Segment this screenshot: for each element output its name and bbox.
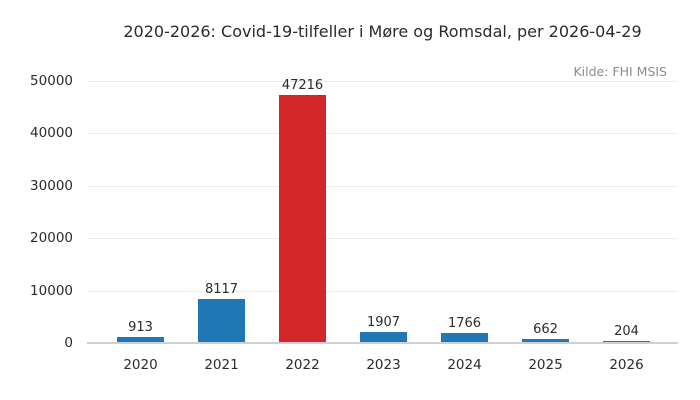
bar-2020 xyxy=(117,337,164,342)
bar-value-label-2023: 1907 xyxy=(366,315,401,330)
x-tick-label-2020: 2020 xyxy=(123,357,158,373)
x-axis-baseline xyxy=(87,342,678,344)
y-tick-label: 50000 xyxy=(30,73,73,89)
bar-2025 xyxy=(522,339,569,342)
x-tick-label-2023: 2023 xyxy=(366,357,401,373)
bar-value-label-2026: 204 xyxy=(614,324,639,339)
bar-value-label-2025: 662 xyxy=(533,322,558,337)
bar-value-label-2020: 913 xyxy=(128,320,153,335)
bar-2023 xyxy=(360,332,407,342)
source-annotation: Kilde: FHI MSIS xyxy=(573,64,667,79)
x-tick-label-2024: 2024 xyxy=(447,357,482,373)
y-tick-label: 10000 xyxy=(30,282,73,299)
bar-2026 xyxy=(603,341,650,342)
x-tick-label-2026: 2026 xyxy=(609,357,644,373)
bar-2024 xyxy=(441,333,488,342)
chart-title: 2020-2026: Covid-19-tilfeller i Møre og … xyxy=(123,22,642,41)
gridline xyxy=(87,238,678,240)
bar-value-label-2022: 47216 xyxy=(281,78,324,93)
y-tick-label: 0 xyxy=(64,335,73,351)
bar-value-label-2024: 1766 xyxy=(447,316,482,331)
y-tick-label: 30000 xyxy=(30,177,73,194)
gridline xyxy=(87,133,678,135)
bar-2021 xyxy=(198,299,245,342)
x-tick-label-2022: 2022 xyxy=(285,357,320,373)
x-tick-label-2025: 2025 xyxy=(528,357,563,373)
y-tick-label: 40000 xyxy=(30,125,73,142)
gridline xyxy=(87,290,678,292)
x-tick-label-2021: 2021 xyxy=(204,357,239,373)
y-tick-label: 20000 xyxy=(30,230,73,247)
bar-2022 xyxy=(279,95,326,342)
bar-value-label-2021: 8117 xyxy=(204,282,239,297)
gridline xyxy=(87,81,678,82)
gridline xyxy=(87,185,678,187)
